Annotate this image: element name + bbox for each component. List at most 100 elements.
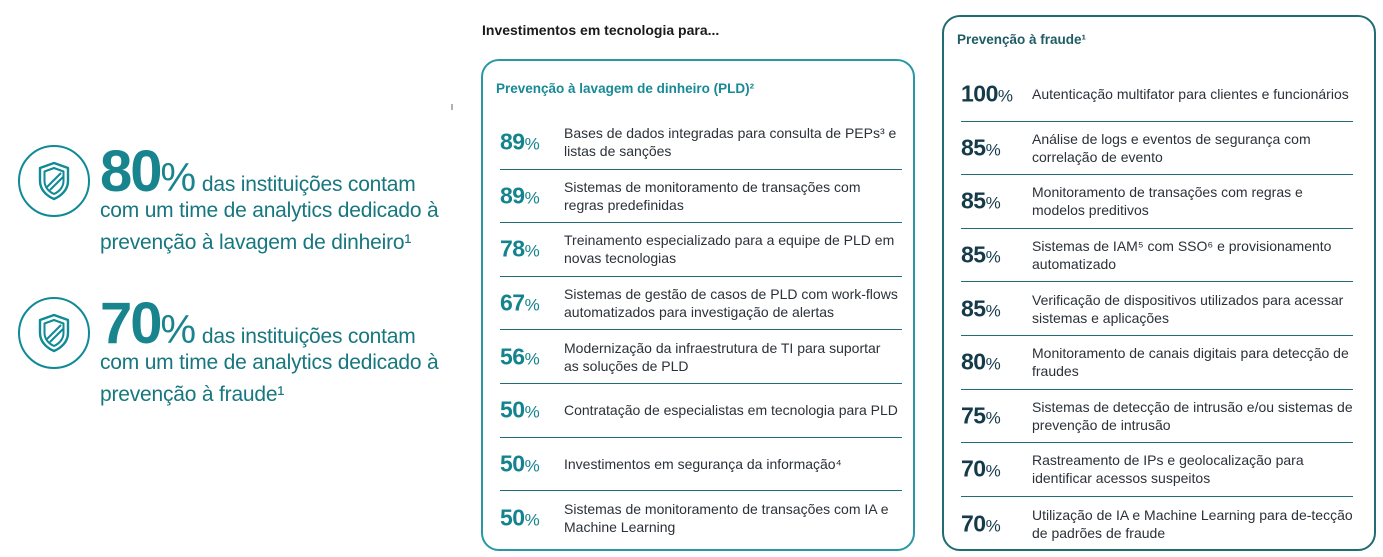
list-item: 85% Verificação de dispositivos utilizado… — [961, 282, 1353, 336]
item-description: Sistemas de monitoramento de transações … — [564, 178, 861, 213]
percentage-value: 80 — [961, 348, 986, 375]
list-item: 80% Monitoramento de canais digitais para… — [961, 336, 1353, 390]
percentage-value: 70 — [961, 455, 986, 482]
list-item: 85% Monitoramento de transações com regra… — [961, 175, 1353, 229]
percentage-value: 100 — [961, 80, 998, 107]
list-item: 78% Treinamento especializado para a equi… — [500, 223, 902, 277]
percentage: 56% — [500, 343, 540, 370]
percentage-value: 89 — [500, 182, 525, 209]
stat-value: 70 — [100, 291, 162, 356]
shield-icon — [38, 313, 70, 353]
item-description: Rastreamento de IPs e geolocalização par… — [1032, 452, 1304, 487]
percentage-sign: % — [524, 349, 540, 369]
item-description: Sistemas de gestão de casos de PLD com w… — [564, 286, 898, 321]
percentage-value: 85 — [961, 134, 986, 161]
item-description: Monitoramento de canais digitais para de… — [1032, 345, 1349, 380]
stat-description: com um time de analytics dedicado à prev… — [100, 199, 439, 254]
stat-text: 70% das instituições contam com um time d… — [100, 295, 460, 411]
item-description: Autenticação multifator para clientes e … — [1032, 86, 1349, 103]
percentage: 85% — [961, 242, 1001, 269]
percentage-value: 78 — [500, 235, 525, 262]
percentage: 80% — [961, 349, 1001, 376]
percentage: 78% — [500, 236, 540, 263]
percentage-value: 50 — [500, 504, 525, 531]
shield-badge — [18, 145, 90, 217]
percentage-value: 85 — [961, 187, 986, 214]
percentage-value: 67 — [500, 289, 525, 316]
list-item: 85% Análise de logs e eventos de seguranç… — [961, 122, 1353, 176]
item-description: Sistemas de IAM⁵ com SSO⁶ e provisioname… — [1032, 238, 1332, 273]
percentage-value: 85 — [961, 241, 986, 268]
item-description: Sistemas de monitoramento de transações … — [564, 500, 889, 535]
percentage: 70% — [961, 456, 1001, 483]
percentage: 50% — [500, 504, 540, 531]
list-item: 70% Utilização de IA e Machine Learning p… — [961, 497, 1353, 551]
percentage-sign: % — [985, 408, 1001, 428]
percentage: 50% — [500, 450, 540, 477]
percentage-value: 70 — [961, 510, 986, 537]
list-item: 89% Bases de dados integradas para consul… — [500, 116, 902, 170]
percentage-value: 89 — [500, 128, 525, 155]
item-description: Bases de dados integradas para consulta … — [564, 125, 897, 160]
percentage-sign: % — [524, 188, 540, 208]
item-description: Investimentos em segurança da informação… — [564, 455, 842, 472]
stat-line1: das instituições contam — [201, 173, 416, 196]
list-item: 50% Contratação de especialistas em tecno… — [500, 384, 902, 438]
item-description: Modernização da infraestrutura de TI par… — [564, 339, 881, 374]
percentage: 89% — [500, 129, 540, 156]
percentage-sign: % — [524, 456, 540, 476]
percentage: 67% — [500, 290, 540, 317]
panel-title: Prevenção à lavagem de dinheiro (PLD)² — [496, 81, 755, 96]
percentage-value: 85 — [961, 295, 986, 322]
fraud-panel: Prevenção à fraude¹ 100% Autenticação mul… — [942, 15, 1376, 551]
percentage-sign: % — [985, 516, 1001, 536]
percentage-sign: % — [524, 134, 540, 154]
item-description: Utilização de IA e Machine Learning para… — [1032, 506, 1353, 541]
percentage-value: 50 — [500, 396, 525, 423]
stat-text: 80% das instituições contam com um time d… — [100, 143, 460, 259]
percentage-sign: % — [985, 247, 1001, 267]
percentage-sign: % — [524, 241, 540, 261]
percentage-value: 50 — [500, 450, 525, 477]
list-item: 67% Sistemas de gestão de casos de PLD co… — [500, 277, 902, 331]
percentage-sign: % — [985, 461, 1001, 481]
stat-line1: das instituições contam — [201, 325, 416, 348]
shield-icon — [38, 161, 70, 201]
panel-title: Prevenção à fraude¹ — [957, 32, 1087, 47]
stat-unit: % — [160, 156, 197, 200]
percentage-sign: % — [524, 402, 540, 422]
stat-unit: % — [160, 308, 197, 352]
percentage: 85% — [961, 295, 1001, 322]
percentage-value: 56 — [500, 343, 525, 370]
list-item: 70% Rastreamento de IPs e geolocalização … — [961, 443, 1353, 497]
stat-headline: 70% das instituições contam — [100, 295, 460, 353]
percentage: 89% — [500, 182, 540, 209]
list-item: 100% Autenticação multifator para cliente… — [961, 68, 1353, 122]
percentage-value: 75 — [961, 402, 986, 429]
list-item: 50% Sistemas de monitoramento de transaçõ… — [500, 491, 902, 545]
item-description: Verificação de dispositivos utilizados p… — [1032, 291, 1344, 326]
list-item: 75% Sistemas de detecção de intrusão e/ou… — [961, 390, 1353, 444]
percentage: 50% — [500, 397, 540, 424]
percentage-sign: % — [524, 295, 540, 315]
fraud-list: 100% Autenticação multifator para cliente… — [961, 68, 1353, 550]
item-description: Sistemas de detecção de intrusão e/ou si… — [1032, 398, 1353, 433]
stat-description: com um time de analytics dedicado à prev… — [100, 351, 439, 406]
percentage: 70% — [961, 510, 1001, 537]
stat-value: 80 — [100, 139, 162, 204]
percentage-sign: % — [985, 140, 1001, 160]
list-item: 89% Sistemas de monitoramento de transaçõ… — [500, 170, 902, 224]
list-item: 85% Sistemas de IAM⁵ com SSO⁶ e provision… — [961, 229, 1353, 283]
percentage: 85% — [961, 188, 1001, 215]
item-description: Monitoramento de transações com regras e… — [1032, 184, 1303, 219]
percentage-sign: % — [985, 354, 1001, 374]
percentage: 100% — [961, 81, 1013, 108]
percentage-sign: % — [997, 86, 1013, 106]
percentage-sign: % — [985, 193, 1001, 213]
shield-badge — [18, 297, 90, 369]
list-item: 50% Investimentos em segurança da informa… — [500, 438, 902, 492]
percentage-sign: % — [524, 510, 540, 530]
investments-heading: Investimentos em tecnologia para... — [482, 22, 720, 38]
item-description: Análise de logs e eventos de segurança c… — [1032, 130, 1311, 165]
percentage: 85% — [961, 134, 1001, 161]
